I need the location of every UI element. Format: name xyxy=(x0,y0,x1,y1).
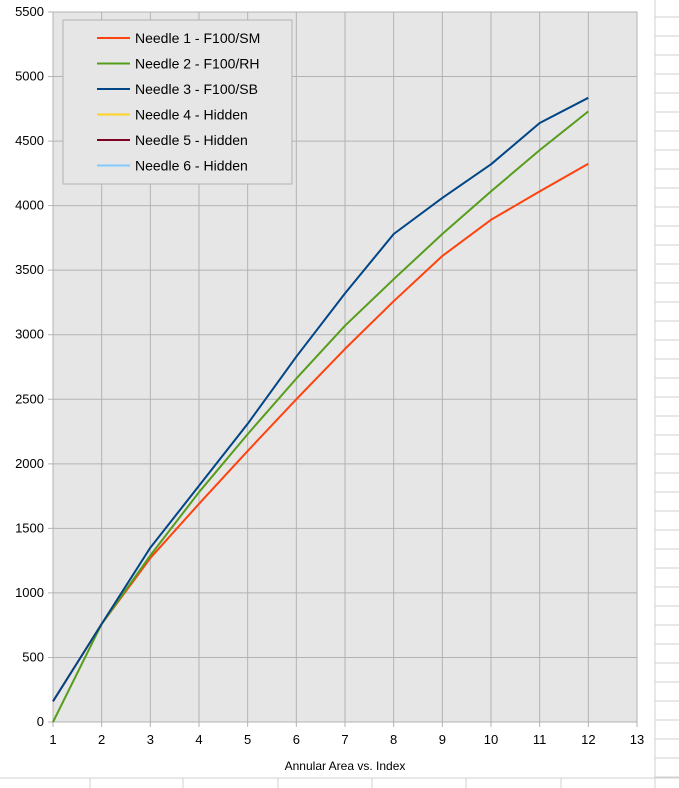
y-tick-label: 4000 xyxy=(15,198,44,213)
legend[interactable]: Needle 1 - F100/SM Needle 2 - F100/RH Need… xyxy=(62,19,293,185)
x-tick-label: 11 xyxy=(533,732,547,747)
gridlines xyxy=(48,11,638,727)
legend-label-4: Needle 4 - Hidden xyxy=(135,107,248,123)
x-tick-label: 8 xyxy=(390,732,397,747)
x-axis-title: Annular Area vs. Index xyxy=(285,759,406,773)
x-tick-label: 9 xyxy=(439,732,446,747)
y-tick-label: 4500 xyxy=(15,133,44,148)
legend-label-2: Needle 2 - F100/RH xyxy=(135,56,260,72)
y-axis: 0 500 1000 1500 2000 2500 3000 3500 4000 4500 5000… xyxy=(15,4,44,729)
y-tick-label: 1500 xyxy=(15,520,44,535)
legend-label-6: Needle 6 - Hidden xyxy=(135,158,248,174)
series-line-1[interactable] xyxy=(52,162,589,702)
y-tick-label: 500 xyxy=(22,649,44,664)
y-tick-label: 2000 xyxy=(15,456,44,471)
legend-label-1: Needle 1 - F100/SM xyxy=(135,30,260,46)
series-line-3[interactable] xyxy=(52,96,589,702)
legend-label-3: Needle 3 - F100/SB xyxy=(135,81,258,97)
x-tick-label: 10 xyxy=(484,732,498,747)
series-line-2[interactable] xyxy=(52,110,589,723)
y-tick-label: 5500 xyxy=(15,4,44,19)
x-tick-label: 4 xyxy=(195,732,202,747)
y-tick-label: 2500 xyxy=(15,391,44,406)
x-tick-label: 7 xyxy=(341,732,348,747)
legend-label-5: Needle 5 - Hidden xyxy=(135,132,248,148)
x-tick-label: 12 xyxy=(581,732,595,747)
x-tick-label: 5 xyxy=(244,732,251,747)
x-tick-label: 2 xyxy=(98,732,105,747)
y-tick-label: 5000 xyxy=(15,69,44,84)
x-tick-label: 1 xyxy=(49,732,56,747)
x-axis: 1 2 3 4 5 6 7 8 9 10 11 12 13 xyxy=(49,732,644,747)
x-tick-label: 3 xyxy=(147,732,154,747)
y-tick-label: 0 xyxy=(37,714,44,729)
y-tick-label: 3500 xyxy=(15,262,44,277)
series-lines xyxy=(52,96,589,723)
y-tick-label: 3000 xyxy=(15,327,44,342)
legend-box xyxy=(62,19,293,185)
x-tick-label: 13 xyxy=(630,732,644,747)
y-tick-label: 1000 xyxy=(15,585,44,600)
x-tick-label: 6 xyxy=(293,732,300,747)
